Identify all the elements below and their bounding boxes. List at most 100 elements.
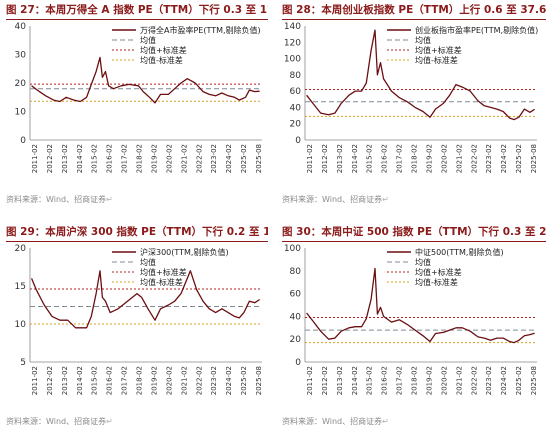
legend-label: 均值 <box>140 35 156 45</box>
x-tick-label: 2016-02 <box>106 366 114 395</box>
figure-title: 图 27：本周万得全 A 指数 PE（TTM）下行 0.3 至 17.11↵ <box>6 2 268 18</box>
x-tick-label: 2021-02 <box>455 144 463 173</box>
paragraph-mark: ↵ <box>382 195 389 204</box>
legend-label: 均值+标准差 <box>415 45 462 55</box>
y-tick-label: 15 <box>15 282 26 292</box>
y-tick-label: 120 <box>284 38 301 48</box>
x-tick-label: 2012-02 <box>46 366 54 395</box>
x-tick-label: 2011-02 <box>31 366 39 395</box>
legend-label: 均值 <box>140 257 156 267</box>
source-note: 资料来源：Wind、招商证券↵ <box>282 194 389 205</box>
x-tick-label: 2017-02 <box>396 366 404 395</box>
title-rule <box>6 19 268 20</box>
x-tick-label: 2017-02 <box>121 144 129 173</box>
title-rule <box>6 241 268 242</box>
legend-label: 均值-标准差 <box>140 277 183 287</box>
x-tick-label: 2016-02 <box>381 366 389 395</box>
source-note: 资料来源：Wind、招商证券↵ <box>6 416 113 427</box>
x-tick-label: 2025-02 <box>240 366 248 395</box>
y-tick-label: 140 <box>284 22 301 32</box>
x-tick-label: 2014-02 <box>76 366 84 395</box>
x-tick-label: 2015-02 <box>91 366 99 395</box>
x-tick-label: 2014-02 <box>351 366 359 395</box>
y-tick-label: 10 <box>15 320 27 330</box>
title-rule <box>282 19 546 20</box>
legend-label: 均值+标准差 <box>140 45 187 55</box>
source-text: 资料来源：Wind、招商证券 <box>282 195 383 204</box>
y-tick-label: 30 <box>15 51 27 61</box>
y-tick-label: 40 <box>290 103 302 113</box>
x-tick-label: 2022-02 <box>470 366 478 395</box>
x-tick-label: 2024-02 <box>225 366 233 395</box>
y-tick-label: 20 <box>15 79 27 89</box>
source-note: 资料来源：Wind、招商证券↵ <box>6 194 113 205</box>
x-tick-label: 2011-02 <box>306 366 314 395</box>
y-tick-label: 0 <box>20 136 26 146</box>
chart-panel: 0 20 40 60 80 100 120 140 2011-02 2012-02 2013-02 2… <box>284 22 538 173</box>
chart-panel: 0 20 40 60 80 100 2011-02 2012-02 2013-02 2014-02… <box>284 244 538 395</box>
x-tick-label: 2016-02 <box>106 144 114 173</box>
legend-label: 均值 <box>415 257 431 267</box>
source-text: 资料来源：Wind、招商证券 <box>6 417 107 426</box>
x-tick-label: 2011-02 <box>31 144 39 173</box>
x-tick-label: 2017-02 <box>121 366 129 395</box>
x-tick-label: 2019-02 <box>150 144 158 173</box>
y-tick-label: 0 <box>295 358 301 368</box>
x-tick-label: 2025-02 <box>515 144 523 173</box>
figure-title-text: 图 29：本周沪深 300 指数 PE（TTM）下行 0.2 至 13.23 <box>6 226 268 238</box>
x-tick-label: 2025-08 <box>530 366 538 395</box>
x-tick-label: 2025-02 <box>515 366 523 395</box>
x-tick-label: 2025-08 <box>530 144 538 173</box>
x-tick-label: 2021-02 <box>180 366 188 395</box>
x-tick-label: 2025-08 <box>255 366 263 395</box>
pe-series-line <box>306 267 535 344</box>
legend-label: 均值+标准差 <box>415 267 462 277</box>
pe-series-line <box>31 56 260 104</box>
x-tick-label: 2015-02 <box>366 144 374 173</box>
y-tick-label: 100 <box>284 244 301 254</box>
x-tick-label: 2021-02 <box>455 366 463 395</box>
x-tick-label: 2023-02 <box>485 144 493 173</box>
y-tick-label: 20 <box>15 244 27 254</box>
pe-series-line <box>306 29 535 121</box>
x-tick-label: 2022-02 <box>195 144 203 173</box>
figure-title-text: 图 30：本周中证 500 指数 PE（TTM）下行 0.3 至 25.20 <box>282 226 546 238</box>
x-tick-label: 2013-02 <box>61 144 69 173</box>
figure-title-text: 图 28：本周创业板指数 PE（TTM）上行 0.6 至 37.69 <box>282 4 546 16</box>
x-tick-label: 2018-02 <box>411 144 419 173</box>
x-tick-label: 2018-02 <box>136 366 144 395</box>
source-note: 资料来源：Wind、招商证券↵ <box>282 416 389 427</box>
x-tick-label: 2014-02 <box>351 144 359 173</box>
y-tick-label: 0 <box>295 136 301 146</box>
y-tick-label: 10 <box>15 108 27 118</box>
pe-series-line <box>30 270 260 329</box>
source-text: 资料来源：Wind、招商证券 <box>282 417 383 426</box>
x-tick-label: 2022-02 <box>470 144 478 173</box>
y-tick-label: 20 <box>290 120 302 130</box>
x-tick-label: 2018-02 <box>411 366 419 395</box>
paragraph-mark: ↵ <box>382 417 389 426</box>
x-tick-label: 2019-02 <box>425 144 433 173</box>
x-tick-label: 2017-02 <box>396 144 404 173</box>
x-tick-label: 2015-02 <box>366 366 374 395</box>
chart-panel: 5 10 15 20 2011-02 2012-02 2013-02 2014-02 2015-… <box>15 244 263 395</box>
y-tick-label: 40 <box>15 22 27 32</box>
figure-title: 图 30：本周中证 500 指数 PE（TTM）下行 0.3 至 25.20↵ <box>282 224 546 240</box>
x-tick-label: 2020-02 <box>165 144 173 173</box>
x-tick-label: 2018-02 <box>136 144 144 173</box>
x-tick-label: 2024-02 <box>225 144 233 173</box>
x-tick-label: 2021-02 <box>180 144 188 173</box>
paragraph-mark: ↵ <box>106 195 113 204</box>
x-tick-label: 2020-02 <box>440 366 448 395</box>
legend-label: 均值-标准差 <box>415 277 458 287</box>
x-tick-label: 2020-02 <box>440 144 448 173</box>
figure-title: 图 29：本周沪深 300 指数 PE（TTM）下行 0.2 至 13.23↵ <box>6 224 268 240</box>
x-tick-label: 2023-02 <box>210 144 218 173</box>
x-tick-label: 2024-02 <box>500 144 508 173</box>
figure-title: 图 28：本周创业板指数 PE（TTM）上行 0.6 至 37.69↵ <box>282 2 546 18</box>
x-tick-label: 2013-02 <box>61 366 69 395</box>
x-tick-label: 2013-02 <box>336 144 344 173</box>
figure-title-text: 图 27：本周万得全 A 指数 PE（TTM）下行 0.3 至 17.11 <box>6 4 268 16</box>
x-tick-label: 2011-02 <box>306 144 314 173</box>
x-tick-label: 2012-02 <box>321 144 329 173</box>
